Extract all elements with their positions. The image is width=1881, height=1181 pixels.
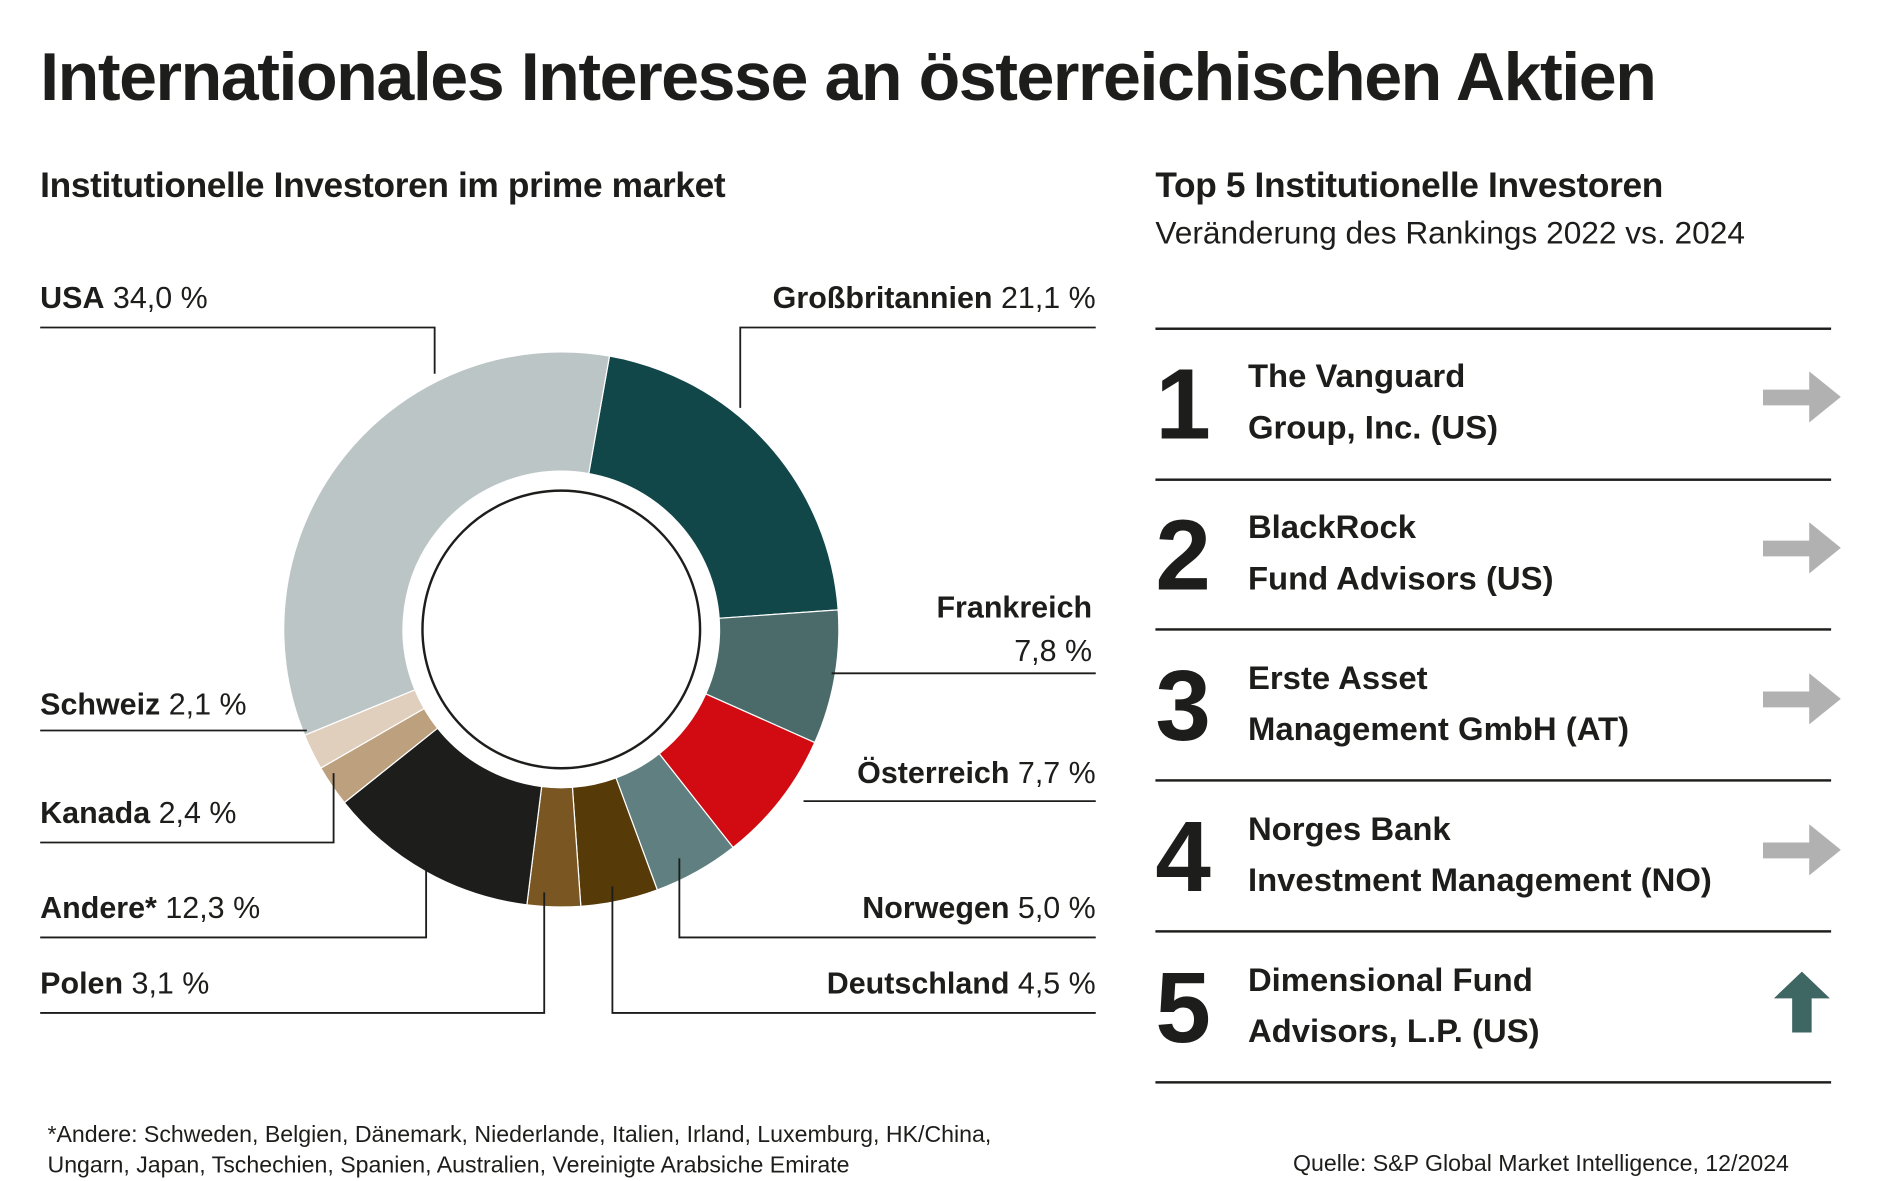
- arrow-right-icon: [1762, 371, 1841, 423]
- leader-line-kanada: [40, 773, 335, 844]
- ranking-title: Top 5 Institutionelle Investoren: [1155, 166, 1663, 206]
- rank-number: 2: [1155, 500, 1211, 612]
- divider: [1155, 1081, 1832, 1084]
- leader-line-polen: [40, 892, 546, 1014]
- slice-label-schweiz: Schweiz 2,1 %: [40, 687, 247, 722]
- source-note: Quelle: S&P Global Market Intelligence, …: [1292, 1151, 1789, 1178]
- divider: [1155, 930, 1832, 933]
- ranking-row: 3 Erste Asset Management GmbH (AT): [1155, 631, 1841, 781]
- leader-line-norwegen: [678, 858, 1096, 939]
- rank-number: 5: [1155, 953, 1211, 1065]
- investor-name: BlackRock Fund Advisors (US): [1247, 508, 1554, 597]
- slice-usa: [283, 351, 611, 737]
- inner-ring: [421, 489, 702, 770]
- slice-label-usa: USA 34,0 %: [40, 281, 208, 316]
- slice-label-oesterreich: Österreich 7,7 %: [857, 756, 1096, 791]
- chart-title: Institutionelle Investoren im prime mark…: [40, 166, 726, 206]
- page-title: Internationales Interesse an österreichi…: [40, 37, 1657, 115]
- investor-name: The Vanguard Group, Inc. (US): [1247, 357, 1499, 446]
- rank-number: 4: [1155, 802, 1211, 914]
- leader-line-andere: [40, 861, 428, 939]
- divider: [1155, 779, 1832, 782]
- ranking-row: 4 Norges Bank Investment Management (NO): [1155, 782, 1841, 932]
- investor-name: Erste Asset Management GmbH (AT): [1247, 659, 1630, 748]
- leader-line-deutschland: [611, 886, 1096, 1014]
- ranking-subtitle: Veränderung des Rankings 2022 vs. 2024: [1155, 214, 1745, 251]
- slice-großbritannien: [588, 355, 839, 619]
- slice-label-deutschland: Deutschland 4,5 %: [826, 966, 1096, 1001]
- slice-label-frankreich: Frankreich 7,8 %: [936, 590, 1093, 669]
- slice-label-polen: Polen 3,1 %: [40, 966, 210, 1001]
- ranking-row: 1 The Vanguard Group, Inc. (US): [1155, 329, 1841, 479]
- investor-name: Dimensional Fund Advisors, L.P. (US): [1247, 961, 1540, 1050]
- arrow-right-icon: [1762, 522, 1841, 574]
- divider: [1155, 478, 1832, 481]
- rank-number: 1: [1155, 349, 1211, 461]
- divider: [1155, 628, 1832, 631]
- slice-label-grossbritannien: Großbritannien 21,1 %: [772, 281, 1096, 316]
- ranking-row: 2 BlackRock Fund Advisors (US): [1155, 480, 1841, 630]
- arrow-right-icon: [1762, 673, 1841, 725]
- rank-number: 3: [1155, 651, 1211, 763]
- leader-line-usa: [40, 326, 436, 374]
- slice-label-kanada: Kanada 2,4 %: [40, 796, 237, 831]
- leader-line-grossbritannien: [739, 326, 1096, 408]
- arrow-right-icon: [1762, 824, 1841, 876]
- slice-label-norwegen: Norwegen 5,0 %: [862, 891, 1096, 926]
- footnote: *Andere: Schweden, Belgien, Dänemark, Ni…: [47, 1122, 992, 1179]
- ranking-row: 5 Dimensional Fund Advisors, L.P. (US): [1155, 933, 1831, 1083]
- divider: [1155, 327, 1832, 330]
- investor-name: Norges Bank Investment Management (NO): [1247, 810, 1712, 899]
- slice-label-andere: Andere* 12,3 %: [40, 891, 261, 926]
- arrow-up-icon: [1773, 971, 1830, 1033]
